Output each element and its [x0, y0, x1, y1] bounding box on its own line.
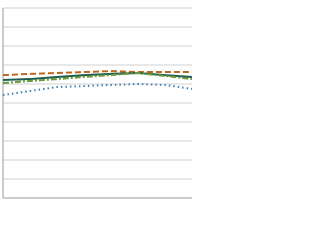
chart: [2, 7, 193, 199]
series-line: [2, 70, 192, 77]
series-line: [2, 71, 193, 85]
page: (() => { const data = JSON.parse(documen…: [2, 7, 193, 199]
series-line: [2, 82, 193, 97]
